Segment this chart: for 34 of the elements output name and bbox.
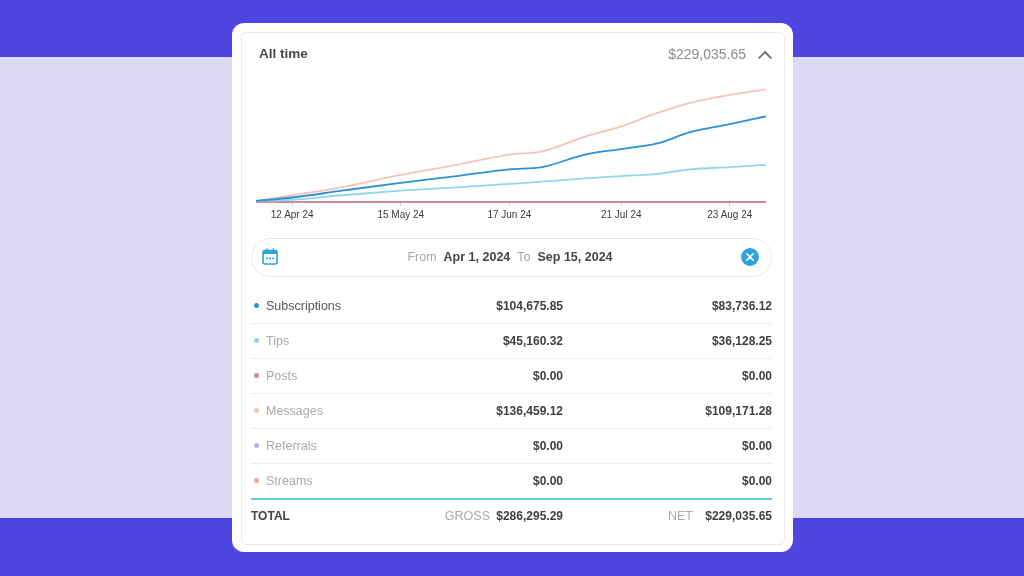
text: Sep 15, 2024 xyxy=(537,249,613,265)
legend-label: Messages xyxy=(266,402,323,419)
text: $109,171.28 xyxy=(705,402,772,419)
x-tick-label: 15 May 24 xyxy=(377,208,425,220)
legend-label: Subscriptions xyxy=(266,297,342,314)
legend-label: Posts xyxy=(266,367,298,384)
chart-subtitle: $229,035.65 xyxy=(668,46,746,62)
legend-label: Streams xyxy=(266,472,313,489)
text: $83,736.12 xyxy=(711,297,772,314)
text: TOTAL xyxy=(251,508,290,524)
text: From xyxy=(407,249,437,265)
text: GROSS xyxy=(444,508,490,524)
text: $229,035.65 xyxy=(705,508,772,524)
text: $136,459.12 xyxy=(496,402,563,419)
text: To xyxy=(517,249,531,265)
legend-label: Referrals xyxy=(266,437,317,454)
text: $36,128.25 xyxy=(711,332,772,349)
text: $0.00 xyxy=(532,472,563,489)
text: $0.00 xyxy=(532,437,563,454)
x-tick-label: 17 Jun 24 xyxy=(487,208,532,220)
text: $45,160.32 xyxy=(502,332,563,349)
text: $0.00 xyxy=(741,472,772,489)
text: $0.00 xyxy=(532,367,563,384)
chart-title: All time xyxy=(259,46,308,62)
text: Apr 1, 2024 xyxy=(443,249,511,265)
x-tick-label: 21 Jul 24 xyxy=(600,208,642,220)
x-tick-label: 23 Aug 24 xyxy=(707,208,753,220)
text: $104,675.85 xyxy=(496,297,563,314)
text: $0.00 xyxy=(741,367,772,384)
x-tick-label: 12 Apr 24 xyxy=(270,208,315,220)
legend-label: Tips xyxy=(266,332,290,349)
text: $0.00 xyxy=(741,437,772,454)
text: NET xyxy=(668,508,693,524)
text: $286,295.29 xyxy=(496,508,563,524)
